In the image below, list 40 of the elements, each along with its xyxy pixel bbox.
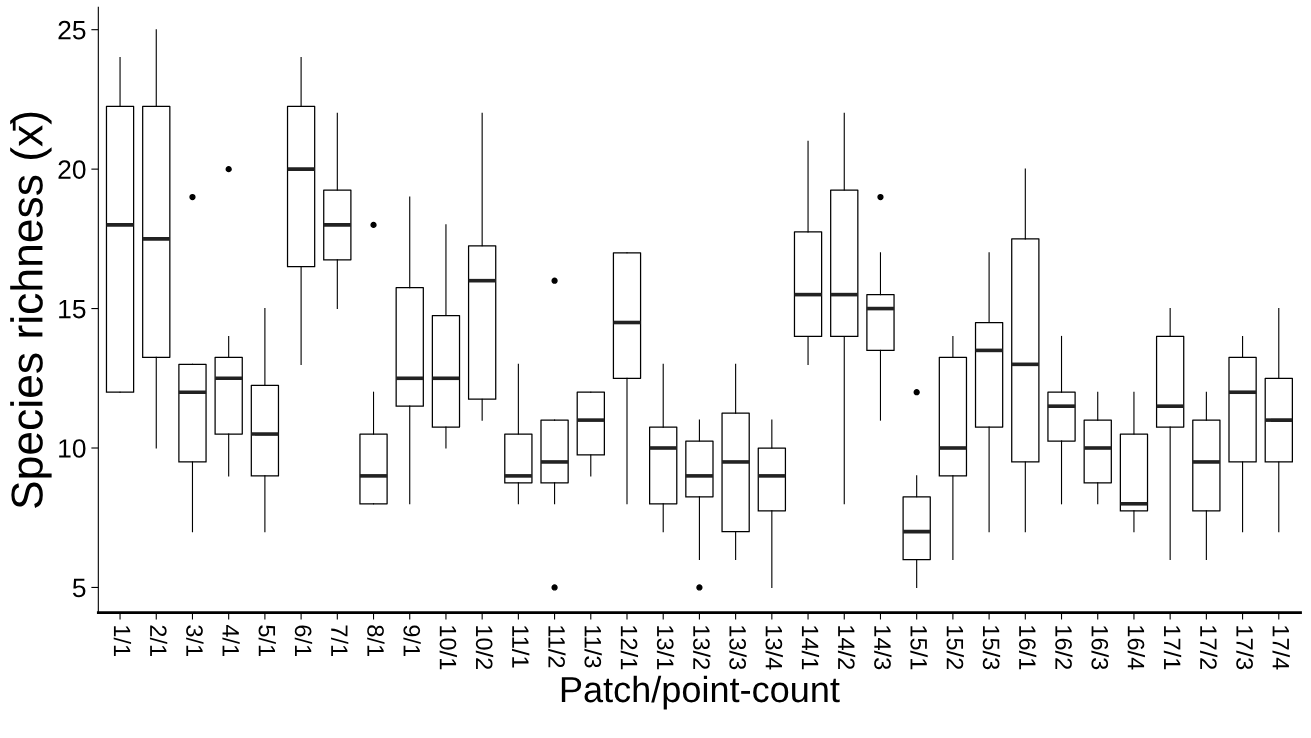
x-tick-label: 9/1 bbox=[403, 625, 421, 657]
x-tick-label: 13/3 bbox=[729, 626, 747, 670]
x-tick-label: 17/2 bbox=[1200, 626, 1218, 670]
y-tick-label: 25 bbox=[58, 20, 86, 40]
x-tick-label: 6/1 bbox=[294, 625, 313, 657]
x-tick-label: 11/3 bbox=[584, 626, 602, 668]
x-tick-label: 1/1 bbox=[113, 626, 132, 657]
x-tick-label: 15/3 bbox=[982, 626, 1001, 670]
y-tick-label: 5 bbox=[72, 578, 86, 598]
x-tick-label: 2/1 bbox=[149, 625, 168, 657]
x-tick-label: 14/3 bbox=[874, 626, 892, 670]
x-tick-label: 16/3 bbox=[1091, 626, 1109, 670]
x-tick-label: 8/1 bbox=[367, 625, 385, 657]
x-tick-label: 3/1 bbox=[186, 625, 204, 657]
y-tick-label: 15 bbox=[59, 299, 86, 319]
x-tick-label: 14/2 bbox=[837, 626, 856, 670]
x-tick-label: 13/1 bbox=[656, 626, 675, 670]
x-tick-label: 11/2 bbox=[548, 626, 566, 668]
x-tick-label: 12/1 bbox=[620, 626, 638, 670]
x-tick-label: 7/1 bbox=[330, 625, 349, 657]
x-tick-label: 16/1 bbox=[1018, 626, 1037, 670]
x-axis-title: Patch/point-count bbox=[561, 675, 840, 710]
x-tick-label: 15/2 bbox=[946, 626, 964, 670]
x-tick-label: 13/4 bbox=[765, 626, 783, 670]
x-tick-label: 14/1 bbox=[801, 626, 820, 670]
x-tick-label: 13/2 bbox=[693, 626, 711, 670]
x-tick-label: 15/1 bbox=[910, 626, 928, 670]
x-tick-label: 10/2 bbox=[475, 626, 494, 670]
y-tick-label: 10 bbox=[59, 439, 86, 458]
x-tick-label: 17/4 bbox=[1272, 626, 1290, 670]
x-tick-label: 11/1 bbox=[512, 626, 530, 668]
x-tick-label: 10/1 bbox=[439, 626, 457, 670]
x-tick-label: 16/4 bbox=[1127, 626, 1145, 670]
x-tick-label: 4/1 bbox=[222, 624, 240, 657]
x-tick-label: 17/1 bbox=[1163, 626, 1182, 670]
x-tick-label: 17/3 bbox=[1236, 626, 1254, 670]
y-tick-label: 20 bbox=[58, 160, 86, 179]
x-tick-label: 5/1 bbox=[258, 625, 276, 657]
y-axis-title: Species richness (x̄) bbox=[10, 112, 52, 508]
x-tick-label: 16/2 bbox=[1055, 626, 1073, 670]
